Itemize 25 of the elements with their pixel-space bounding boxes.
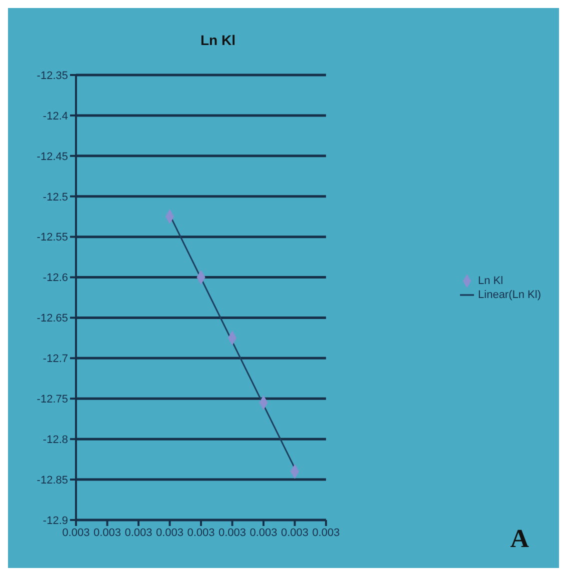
y-tick-label: -12.85 (36, 474, 68, 486)
y-tick-label: -12.55 (36, 232, 68, 244)
x-tick-label: 0.003 (281, 526, 309, 539)
y-tick-label: -12.6 (42, 272, 68, 284)
legend-label: Linear(Ln Kl) (478, 288, 541, 301)
x-tick-label: 0.003 (124, 526, 152, 539)
y-tick-label: -12.35 (36, 70, 68, 82)
chart-title: Ln Kl (200, 32, 236, 48)
y-tick-label: -12.65 (36, 312, 68, 325)
y-tick-label: -12.5 (42, 191, 68, 204)
text: A (510, 524, 529, 554)
y-tick-label: -12.75 (36, 394, 68, 406)
legend-label: Ln Kl (478, 274, 504, 287)
x-tick-label: 0.003 (62, 526, 90, 539)
x-tick-label: 0.003 (312, 526, 340, 539)
x-tick-label: 0.003 (93, 526, 122, 539)
x-tick-label: 0.003 (218, 526, 246, 539)
x-tick-label: 0.003 (250, 526, 278, 539)
x-tick-label: 0.003 (156, 526, 184, 539)
x-tick-label: 0.003 (187, 526, 215, 539)
y-tick-label: -12.4 (42, 110, 68, 122)
y-tick-label: -12.8 (42, 434, 68, 446)
y-tick-label: -12.7 (42, 353, 68, 366)
y-tick-label: -12.9 (42, 514, 68, 527)
y-tick-label: -12.45 (36, 150, 68, 163)
